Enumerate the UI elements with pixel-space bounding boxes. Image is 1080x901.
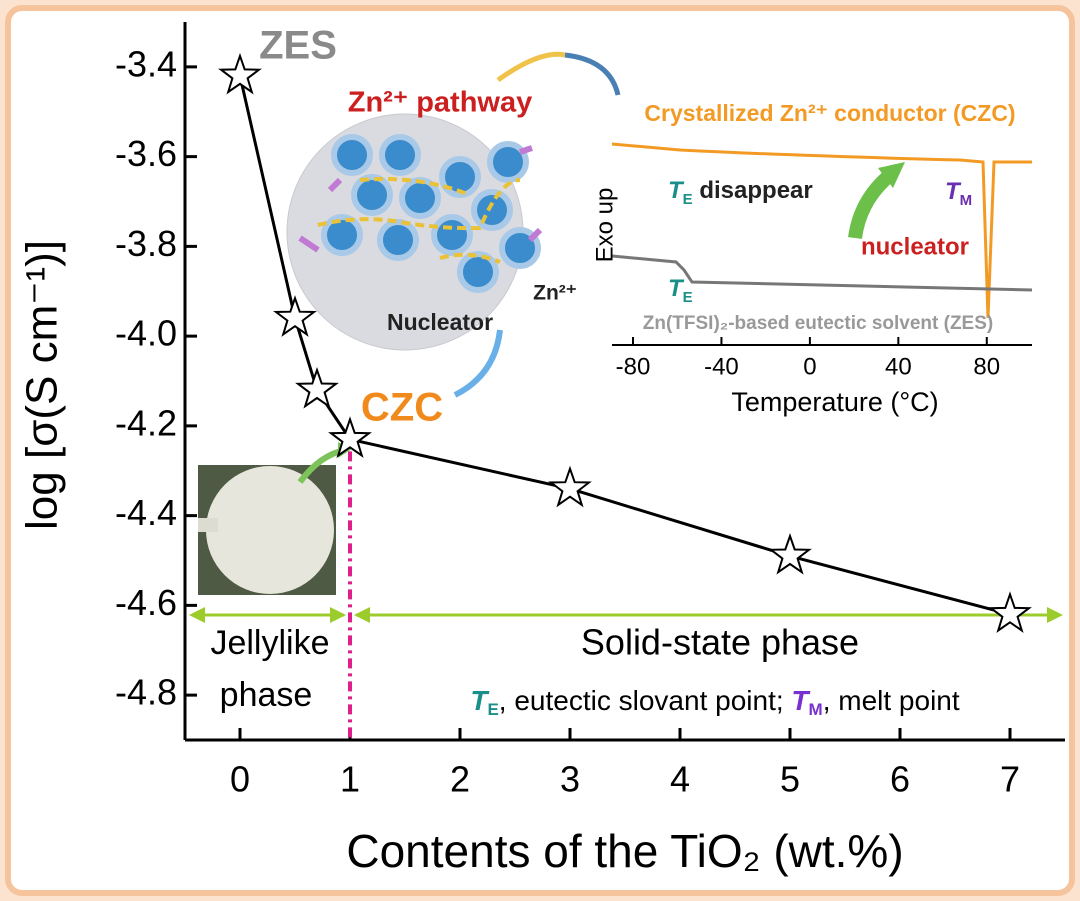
y-tick-label: -3.6 <box>115 133 177 174</box>
y-axis-label: log [σ(S cm⁻¹)] <box>18 240 67 530</box>
cycle-arrow <box>496 51 566 83</box>
arrowhead <box>330 607 346 623</box>
inset-x-tick-label: -80 <box>616 353 651 380</box>
y-tick-label: -4.4 <box>115 492 177 533</box>
te-label: TE <box>668 275 693 306</box>
inset-x-tick-label: -40 <box>704 353 739 380</box>
nucleator-label: Nucleator <box>387 309 493 335</box>
y-tick-label: -3.8 <box>115 223 177 264</box>
subscript: E <box>683 191 693 208</box>
inset-x-label: Temperature (°C) <box>731 387 938 417</box>
nucleator-arrowhead <box>878 162 905 188</box>
symbol: T <box>945 178 962 205</box>
symbol: T <box>791 685 811 716</box>
x-tick-label: 2 <box>450 759 470 800</box>
text: , melt point <box>823 685 960 716</box>
photo-tab <box>198 518 218 532</box>
nucleator-arrow <box>848 169 895 240</box>
y-tick-label: -4.2 <box>115 402 177 443</box>
pathway <box>317 177 521 264</box>
subscript: E <box>487 700 498 719</box>
note: TE, eutectic slovant point; TM, melt poi… <box>470 685 960 719</box>
y-tick-label: -4.0 <box>115 313 177 354</box>
symbol: T <box>668 275 685 302</box>
x-tick-label: 1 <box>340 759 360 800</box>
star-marker <box>218 52 262 95</box>
inset-x-tick-label: 0 <box>803 353 816 380</box>
zes-curve <box>611 254 1033 292</box>
arrowhead <box>189 607 205 623</box>
zn-label: Zn²⁺ <box>533 282 577 305</box>
cycle-arrow <box>564 52 621 96</box>
subscript: M <box>809 700 823 719</box>
star-marker <box>328 416 372 458</box>
solid-label: Solid-state phase <box>581 622 859 663</box>
star-marker <box>548 465 592 508</box>
x-tick-label: 4 <box>670 759 690 800</box>
zes-label: ZES <box>259 24 337 68</box>
jelly-label: phase <box>220 676 313 714</box>
nucleator-rods <box>298 145 543 253</box>
te-disappear: TE disappear <box>668 177 813 208</box>
photo-disc <box>206 466 334 594</box>
text: disappear <box>693 177 813 204</box>
subscript: E <box>683 289 693 306</box>
symbol: T <box>470 685 490 716</box>
cycle-arrow <box>453 329 503 398</box>
y-tick-label: -3.4 <box>115 43 177 84</box>
pathway-label: Zn²⁺ pathway <box>348 87 532 119</box>
star-marker <box>988 591 1032 633</box>
star-marker <box>295 366 339 409</box>
inset <box>611 142 1033 346</box>
inset-y-label: Exo up <box>591 188 618 263</box>
y-tick-label: -4.6 <box>115 582 177 623</box>
x-tick-label: 7 <box>1000 759 1020 800</box>
x-axis-label: Contents of the TiO₂ (wt.%) <box>346 825 903 877</box>
x-tick-label: 5 <box>780 759 800 800</box>
jelly-label: Jellylike <box>210 624 329 662</box>
nucleator-inset: nucleator <box>861 233 969 260</box>
illustration <box>286 51 621 398</box>
symbol: T <box>668 177 685 204</box>
arrowhead <box>1047 607 1063 623</box>
arrowhead <box>354 607 370 623</box>
y-tick-label: -4.8 <box>115 672 177 713</box>
tm-label: TM <box>945 178 972 209</box>
czc-label: CZC <box>361 386 443 430</box>
x-tick-label: 0 <box>230 759 250 800</box>
czc-curve-label: Crystallized Zn²⁺ conductor (CZC) <box>644 100 1015 126</box>
inset-x-tick-label: 40 <box>885 353 912 380</box>
star-marker <box>768 532 812 575</box>
subscript: M <box>960 192 973 209</box>
x-tick-label: 3 <box>560 759 580 800</box>
text: , eutectic slovant point; <box>499 685 792 716</box>
zes-curve-label: Zn(TFSI)₂-based eutectic solvent (ZES) <box>643 313 993 334</box>
inset-x-tick-label: 80 <box>973 353 1000 380</box>
x-tick-label: 6 <box>890 759 910 800</box>
star-marker <box>273 295 317 337</box>
czc-curve <box>611 142 1032 319</box>
